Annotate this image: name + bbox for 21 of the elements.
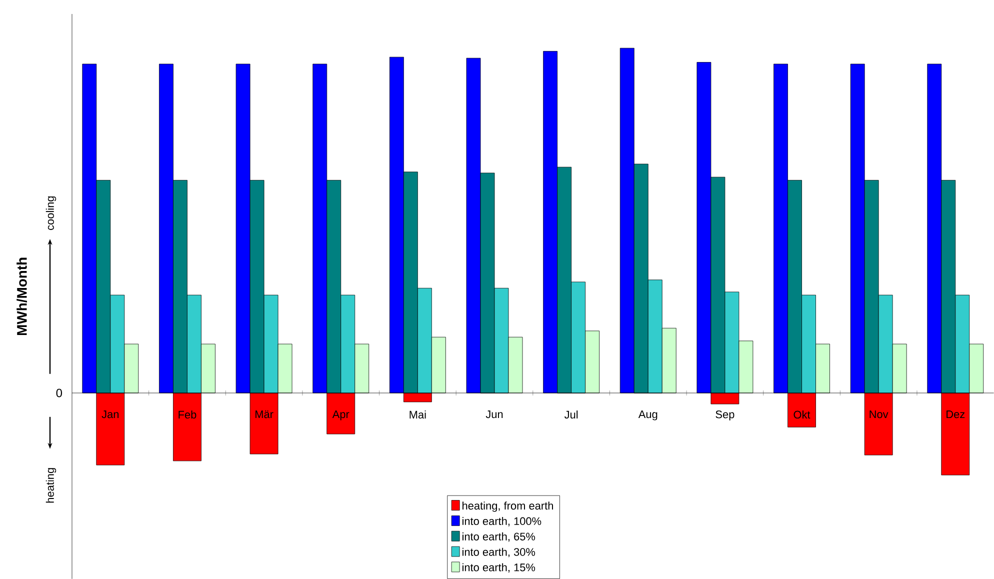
legend-label: into earth, 100% <box>462 516 542 526</box>
legend-label: into earth, 65% <box>462 532 536 542</box>
x-tick-label: Mär <box>256 410 274 418</box>
legend-label: heating, from earth <box>462 502 553 512</box>
x-tick-label: Apr <box>332 410 350 420</box>
x-tick-label: Sep <box>716 410 734 420</box>
legend-label: into earth, 30% <box>462 548 536 558</box>
x-tick-label: Aug <box>638 410 658 420</box>
text: heating <box>46 468 56 503</box>
x-tick-label: Okt <box>794 410 810 419</box>
y-axis-title: MWh/Month <box>16 258 27 335</box>
x-tick-label: Jun <box>486 410 503 418</box>
text: 0 <box>56 388 62 398</box>
text: cooling <box>46 196 56 230</box>
x-tick-label: Mai <box>410 410 426 419</box>
x-tick-label: Jul <box>564 410 578 419</box>
legend-label: into earth, 15% <box>462 563 536 573</box>
x-tick-label: Nov <box>870 410 888 418</box>
x-tick-label: Feb <box>178 410 196 419</box>
x-tick-label: Jan <box>102 410 119 418</box>
x-tick-label: Dez <box>946 410 965 418</box>
